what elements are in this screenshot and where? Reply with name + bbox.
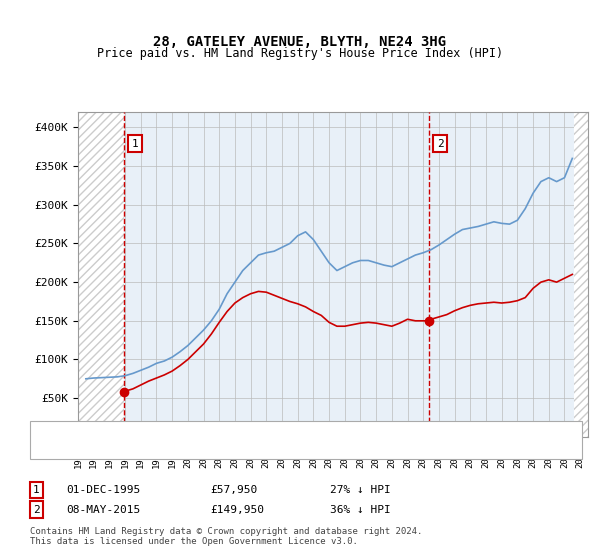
Bar	[78, 112, 124, 437]
Text: 36% ↓ HPI: 36% ↓ HPI	[330, 505, 391, 515]
Text: Contains HM Land Registry data © Crown copyright and database right 2024.
This d: Contains HM Land Registry data © Crown c…	[30, 526, 422, 546]
Text: 1: 1	[33, 485, 40, 495]
Text: £57,950: £57,950	[210, 485, 257, 495]
Text: 1: 1	[131, 139, 139, 149]
Text: 28, GATELEY AVENUE, BLYTH, NE24 3HG (detached house): 28, GATELEY AVENUE, BLYTH, NE24 3HG (det…	[84, 427, 409, 437]
Text: 2: 2	[437, 139, 443, 149]
Text: 28, GATELEY AVENUE, BLYTH, NE24 3HG: 28, GATELEY AVENUE, BLYTH, NE24 3HG	[154, 35, 446, 49]
Text: HPI: Average price, detached house, Northumberland: HPI: Average price, detached house, Nort…	[84, 442, 397, 452]
Text: 08-MAY-2015: 08-MAY-2015	[66, 505, 140, 515]
Text: Price paid vs. HM Land Registry's House Price Index (HPI): Price paid vs. HM Land Registry's House …	[97, 46, 503, 60]
Text: 27% ↓ HPI: 27% ↓ HPI	[330, 485, 391, 495]
Bar	[574, 112, 588, 437]
Text: 2: 2	[33, 505, 40, 515]
Text: £149,950: £149,950	[210, 505, 264, 515]
Text: 01-DEC-1995: 01-DEC-1995	[66, 485, 140, 495]
